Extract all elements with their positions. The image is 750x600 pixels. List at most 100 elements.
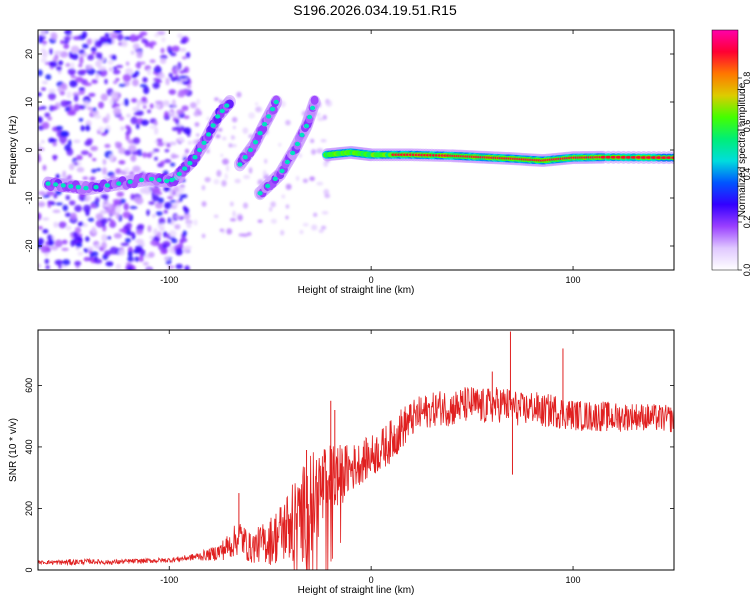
spectrogram-trace-core — [83, 185, 89, 191]
spectrogram-noise-blob — [170, 162, 176, 167]
spectrogram-noise-blob — [132, 78, 139, 87]
spectrogram-noise-blob — [232, 125, 236, 130]
spectrogram-noise-blob — [166, 233, 171, 239]
spectrogram-trace-core — [303, 123, 310, 129]
spectrogram-noise-blob — [62, 170, 67, 177]
spectrogram-trace-core — [247, 147, 254, 153]
spectrogram-noise-blob — [118, 228, 127, 233]
spectrogram-noise-blob — [127, 256, 134, 263]
spectrogram-noise-blob — [183, 212, 191, 220]
spectrogram-noise-blob — [115, 168, 122, 175]
spectrogram-noise-blob — [91, 51, 97, 55]
spectrogram-trace-core — [237, 162, 243, 167]
spectrogram-noise-blob — [131, 72, 138, 79]
spectrogram-noise-blob — [65, 212, 71, 218]
spectrogram-noise-blob — [112, 66, 118, 70]
spectrogram-noise-blob — [164, 158, 172, 164]
spectrogram-noise-blob — [45, 265, 50, 270]
spectrogram-noise-blob — [60, 83, 67, 89]
spectrogram-noise-blob — [135, 62, 142, 69]
spectrogram-trace-peak — [640, 156, 647, 159]
spectrogram-noise-blob — [117, 33, 124, 41]
spectrogram-noise-blob — [74, 226, 82, 234]
spectrogram-noise-blob — [38, 191, 46, 196]
spectrogram-noise-blob — [133, 111, 141, 116]
spectrogram-noise-blob — [55, 125, 64, 131]
spectrogram-noise-blob — [87, 246, 94, 251]
spectrogram-noise-blob — [178, 136, 185, 142]
spectrogram-trace-peak — [671, 156, 674, 160]
spectrogram-trace-core — [104, 183, 111, 188]
spectrogram-noise-blob — [67, 68, 76, 76]
spectrogram-noise-blob — [262, 169, 267, 177]
spectrogram-noise-blob — [83, 256, 91, 262]
spectrogram-noise-blob — [226, 228, 233, 235]
spectrogram-noise-blob — [38, 37, 44, 44]
spectrogram-noise-blob — [131, 150, 141, 156]
spectrogram-noise-blob — [177, 33, 183, 39]
spectrogram-noise-blob — [74, 204, 82, 213]
spectrogram-noise-blob — [216, 169, 222, 177]
spectrogram-trace-core — [45, 181, 51, 186]
snr-frame — [37, 329, 675, 571]
spectrogram-noise-blob — [38, 212, 42, 221]
spectrogram-noise-blob — [95, 168, 102, 172]
spectrogram-noise-blob — [128, 144, 137, 153]
colorbar-gradient — [711, 29, 739, 271]
spectrogram-trace-core — [116, 181, 122, 186]
spectrogram-noise-blob — [165, 77, 170, 86]
spectrogram-noise-blob — [72, 92, 81, 97]
spectrogram-noise-blob — [97, 126, 105, 133]
spectrogram-noise-blob — [104, 143, 111, 149]
spectrogram-noise-blob — [142, 105, 147, 109]
spectrogram-noise-blob — [195, 107, 201, 114]
spectrogram-noise-blob — [149, 125, 158, 129]
spectrogram-noise-blob — [118, 160, 126, 165]
spectrogram-noise-blob — [325, 99, 333, 107]
spectrogram-noise-blob — [68, 163, 75, 171]
spectrogram-trace-core — [257, 131, 263, 136]
spectrogram-noise-blob — [60, 100, 69, 108]
spectrogram-trace-core — [306, 114, 313, 120]
spectrogram-noise-blob — [147, 109, 152, 114]
spectrogram-noise-blob — [189, 102, 197, 109]
spectrogram-noise-blob — [179, 238, 184, 245]
page-title: S196.2026.034.19.51.R15 — [293, 2, 457, 18]
spectrogram-noise-blob — [130, 98, 138, 103]
spectrogram-noise-blob — [168, 49, 173, 55]
spectrogram-noise-blob — [187, 140, 192, 145]
spectrogram-noise-blob — [160, 160, 166, 165]
spectrogram-noise-blob — [112, 69, 121, 75]
spectrogram-trace-peak — [625, 155, 632, 159]
spectrogram-noise-blob — [76, 154, 83, 161]
spectrogram-xtick-label: 0 — [369, 275, 374, 285]
spectrogram-noise-blob — [178, 196, 183, 203]
spectrogram-noise-blob — [181, 80, 190, 85]
spectrogram-noise-blob — [295, 175, 300, 182]
spectrogram-noise-blob — [78, 221, 84, 227]
spectrogram-noise-blob — [70, 62, 75, 70]
spectrogram-noise-blob — [67, 110, 76, 116]
spectrogram-noise-blob — [229, 217, 237, 222]
spectrogram-noise-blob — [73, 139, 81, 144]
spectrogram-noise-blob — [213, 178, 220, 185]
spectrogram-noise-blob — [163, 209, 168, 214]
spectrogram-noise-blob — [219, 228, 224, 232]
spectrogram-noise-blob — [163, 256, 171, 262]
spectrogram-noise-blob — [44, 112, 51, 118]
spectrogram-trace-peak — [645, 156, 652, 159]
spectrogram-noise-blob — [61, 247, 69, 252]
spectrogram-trace-core — [68, 184, 74, 189]
spectrogram-noise-blob — [105, 261, 114, 267]
spectrogram-trace-core — [284, 159, 290, 165]
spectrogram-noise-blob — [67, 174, 72, 181]
spectrogram-noise-blob — [231, 135, 235, 140]
spectrogram-noise-blob — [70, 53, 79, 60]
spectrogram-noise-blob — [318, 229, 324, 233]
spectrogram-noise-blob — [173, 186, 180, 192]
spectrogram-noise-blob — [321, 211, 329, 215]
spectrogram-noise-blob — [130, 193, 135, 201]
spectrogram-trace-core — [219, 108, 225, 114]
spectrogram-noise-blob — [80, 150, 89, 156]
spectrogram-noise-blob — [107, 217, 112, 222]
